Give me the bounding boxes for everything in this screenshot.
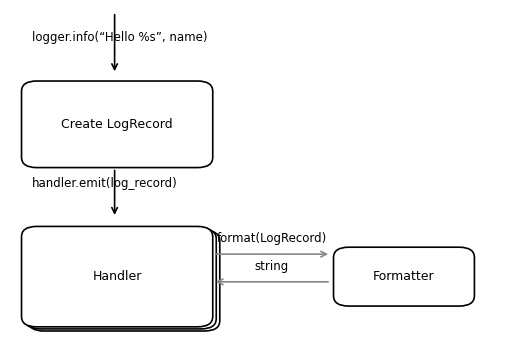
Text: logger.info(“Hello %s”, name): logger.info(“Hello %s”, name) (31, 31, 207, 44)
Text: Formatter: Formatter (372, 270, 434, 283)
Text: handler.emit(log_record): handler.emit(log_record) (31, 177, 177, 190)
FancyBboxPatch shape (22, 81, 212, 168)
Text: Create LogRecord: Create LogRecord (61, 118, 173, 131)
FancyBboxPatch shape (28, 231, 219, 331)
FancyBboxPatch shape (333, 247, 474, 306)
FancyBboxPatch shape (22, 227, 212, 327)
FancyBboxPatch shape (25, 229, 216, 329)
Text: format(LogRecord): format(LogRecord) (216, 232, 326, 245)
Text: Handler: Handler (92, 270, 141, 283)
Text: string: string (254, 260, 288, 273)
